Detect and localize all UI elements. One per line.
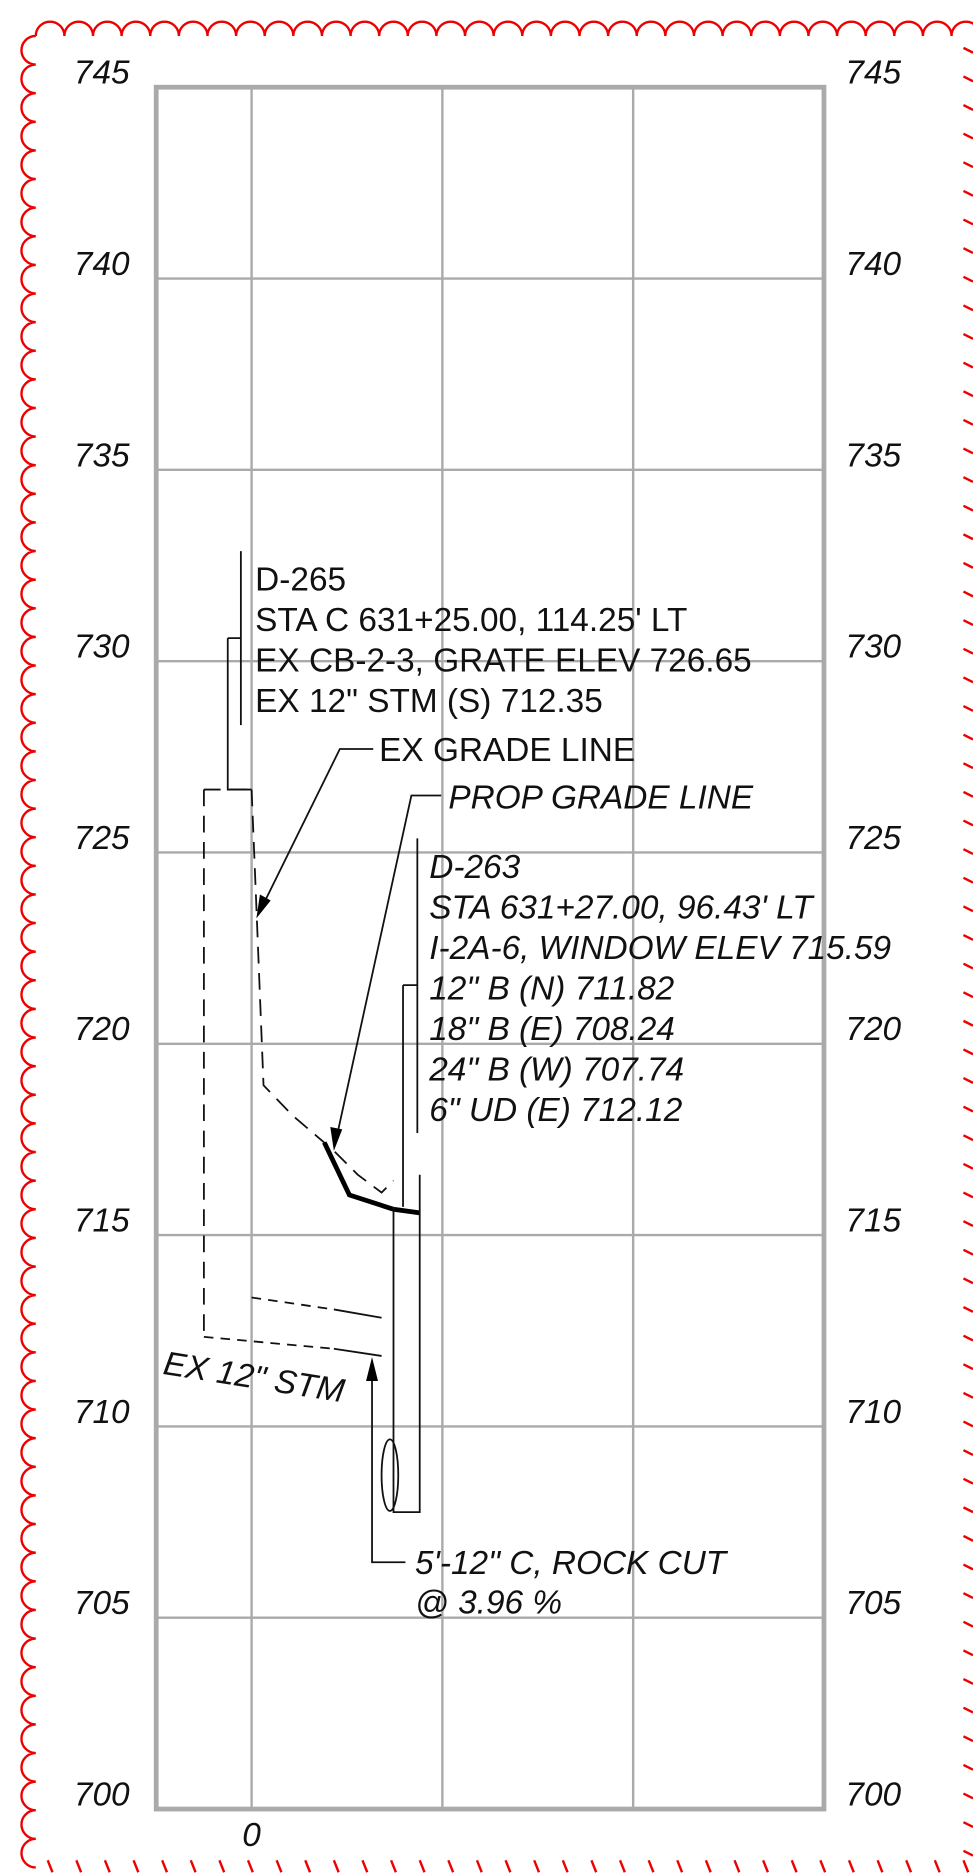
elevation-label-left: 735	[74, 437, 130, 474]
ex-structure-text: EX 12" STM (S) 712.35	[255, 683, 603, 720]
vertical-grid	[250, 87, 635, 1810]
elevation-label-right: 735	[845, 437, 901, 474]
elevation-label-left: 715	[74, 1203, 130, 1240]
elevation-label-right: 720	[845, 1011, 901, 1048]
prop-structure-text: I-2A-6, WINDOW ELEV 715.59	[429, 930, 891, 967]
ex-structure-text: EX CB-2-3, GRATE ELEV 726.65	[255, 642, 752, 679]
elevation-label-left: 745	[74, 55, 130, 92]
pipe-note: 5'-12" C, ROCK CUT	[415, 1545, 729, 1582]
elevation-label-left: 710	[74, 1394, 130, 1431]
prop-structure-text: 24" B (W) 707.74	[428, 1051, 684, 1088]
elevation-label-left: 725	[74, 820, 130, 857]
cloud-outline	[20, 20, 973, 1873]
elevation-label-right: 740	[845, 246, 901, 283]
elevation-label-right: 725	[845, 820, 901, 857]
prop-grade-label: PROP GRADE LINE	[448, 780, 754, 817]
elevation-label-right: 700	[845, 1776, 901, 1813]
elevation-label-left: 740	[74, 246, 130, 283]
pipe-label: EX 12" STM	[161, 1345, 347, 1410]
elevation-label-right: 715	[845, 1203, 901, 1240]
elevation-label-right: 730	[845, 629, 901, 666]
pipe-note: @ 3.96 %	[415, 1584, 562, 1621]
prop-structure-text: 6" UD (E) 712.12	[429, 1092, 682, 1129]
prop-structure-text: 12" B (N) 711.82	[429, 970, 674, 1007]
prop-structure-text: STA 631+27.00, 96.43' LT	[429, 889, 815, 926]
prop-structure-text: D-263	[429, 849, 520, 886]
revision-cloud	[20, 20, 973, 1873]
elevation-label-left: 730	[74, 629, 130, 666]
ex-structure-text: STA C 631+25.00, 114.25' LT	[255, 602, 687, 639]
station-label: 0	[242, 1817, 261, 1854]
elevation-label-left: 705	[74, 1585, 130, 1622]
elevation-label-right: 710	[845, 1394, 901, 1431]
ex-structure-text: D-265	[255, 561, 346, 598]
elevation-label-left: 700	[74, 1776, 130, 1813]
elevation-label-right: 745	[845, 55, 901, 92]
elevation-label-left: 720	[74, 1011, 130, 1048]
ex-grade-label: EX GRADE LINE	[379, 732, 635, 769]
drawing-linework	[203, 551, 442, 1564]
elevation-label-right: 705	[845, 1585, 901, 1622]
prop-structure-text: 18" B (E) 708.24	[429, 1011, 675, 1048]
